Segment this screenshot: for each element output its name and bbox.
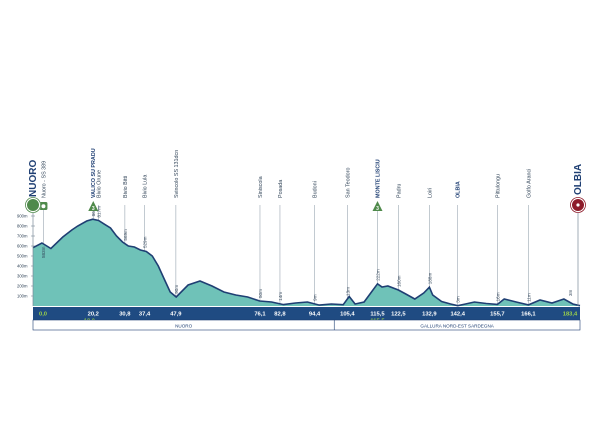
start-marker-ring: [25, 197, 41, 213]
altitude-tick-label: 300m: [17, 274, 28, 279]
start-altitude: 583m: [41, 246, 46, 258]
waypoint-altitude: 14m: [278, 292, 283, 301]
km-value: 47,9: [170, 312, 182, 318]
altitude-tick-label: 100m: [17, 294, 28, 299]
km-value: 183,4: [563, 312, 578, 318]
km-value: 37,4: [139, 312, 151, 318]
waypoint-name: MONTE LISCIU: [375, 159, 381, 198]
zone-label: NUORO: [175, 324, 193, 329]
finish-altitude: 3m: [568, 289, 573, 296]
waypoint-name: Loiri: [427, 188, 433, 198]
finish-marker-ring: [570, 197, 586, 213]
waypoint-altitude: 9m: [313, 294, 318, 301]
waypoint-altitude: 50m: [258, 289, 263, 298]
waypoint-name: Pittulongu: [495, 174, 501, 198]
km-value: 115,5: [370, 312, 385, 318]
climb-category: 3: [376, 206, 379, 212]
waypoint-altitude: 529m: [143, 236, 148, 248]
altitude-tick-label: 400m: [17, 264, 28, 269]
climb-badge-icon: [372, 201, 383, 211]
km-value: 30,8: [119, 312, 131, 318]
markers: 3 3 NUORO 583m OLBIA 3m: [25, 160, 586, 306]
km-value: 76,1: [254, 312, 266, 318]
climb-badge-icon: [88, 201, 99, 211]
waypoint-altitude: 569m: [123, 229, 128, 241]
altitude-tick-label: 700m: [17, 234, 28, 239]
finish-name: OLBIA: [573, 164, 584, 195]
waypoint-name: VALICO SU PRADU: [91, 148, 97, 198]
timer-icon-dial: [41, 204, 46, 209]
altitude-tick-label: 200m: [17, 284, 28, 289]
waypoint-name: Siniscola: [258, 176, 264, 198]
start-marker-icon: [25, 197, 41, 213]
km-value: 142,4: [450, 312, 465, 318]
waypoint-name: Bivio Lula: [143, 175, 149, 198]
altitude-tick-label: 900m: [17, 214, 28, 219]
finish-marker-dot: [576, 203, 580, 207]
km-value: 20,2: [88, 312, 99, 318]
climb-category: 3: [92, 206, 95, 212]
waypoint-name: Posada: [278, 180, 284, 198]
waypoint-labels: Nuoro - SS 389 VALICO SU PRADU Bivio Orune…: [41, 148, 532, 198]
waypoint-name: San Teodoro: [345, 168, 351, 198]
waypoint-altitude: 11m: [526, 293, 531, 302]
altitude-tick-label: 500m: [17, 254, 28, 259]
km-value: 105,4: [340, 312, 355, 318]
start-name: NUORO: [28, 160, 39, 197]
waypoint-altitude: 188m: [427, 273, 432, 285]
waypoint-altitude: 13m: [345, 287, 350, 296]
km-value: 122,5: [391, 312, 406, 318]
waypoint-altitude: 90m: [174, 285, 179, 294]
km-value: 166,1: [521, 312, 536, 318]
waypoint-altitude: 160m: [396, 275, 401, 287]
km-value: 94,4: [309, 312, 321, 318]
waypoint-name: Svincolo SS 131dcn: [174, 150, 180, 198]
waypoint-name: OLBIA: [456, 181, 462, 198]
waypoint-altitude: 3m: [456, 296, 461, 303]
waypoint-name: Bivio Orune: [97, 170, 103, 198]
altitude-axis: 900m 800m 700m 600m 500m 400m 300m 200m 100m: [17, 214, 35, 299]
km-band: [33, 307, 580, 320]
zone-band: NUORO GALLURA NORD-EST SARDEGNA: [32, 319, 581, 331]
waypoint-guides: [43, 205, 529, 306]
waypoint-name: Budoni: [313, 181, 319, 198]
waypoint-name: Nuoro - SS 389: [41, 161, 47, 198]
waypoint-altitude: 817m: [97, 206, 102, 218]
waypoint-altitude: 16m: [495, 292, 500, 301]
waypoint-name: Golfo Aranci: [526, 169, 532, 198]
altitude-tick-label: 800m: [17, 224, 28, 229]
km-value: 0,0: [39, 312, 47, 318]
waypoint-name: Bivio Bitti: [123, 176, 129, 198]
elevation-area: [33, 219, 580, 306]
zone-label: GALLURA NORD-EST SARDEGNA: [420, 324, 494, 329]
km-value: 155,7: [490, 312, 505, 318]
waypoint-name: Padru: [396, 184, 402, 198]
zone-frame: [32, 319, 581, 331]
altitude-tick-label: 600m: [17, 244, 28, 249]
km-value: 132,9: [422, 312, 437, 318]
elevation-line: [32, 218, 581, 307]
km-value: 82,8: [274, 312, 286, 318]
waypoint-altitude: 222m: [375, 269, 380, 281]
